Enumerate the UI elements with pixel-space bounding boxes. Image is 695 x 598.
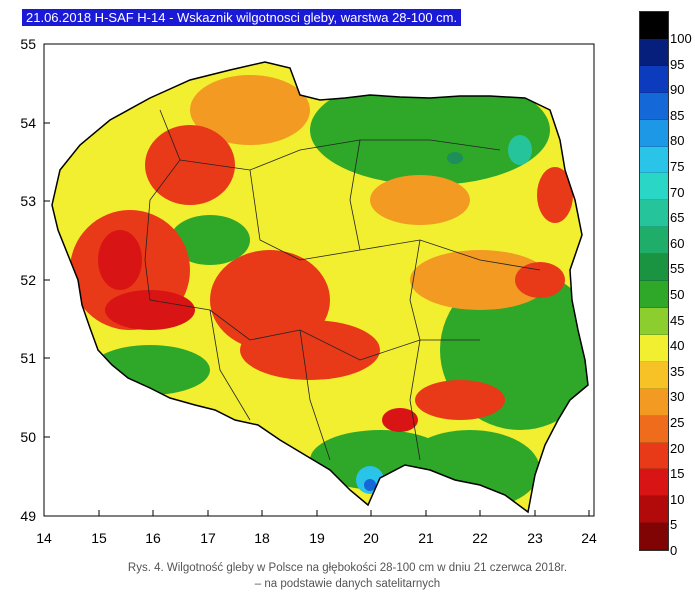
- legend-swatch: [640, 12, 668, 39]
- lon-label: 14: [36, 530, 52, 546]
- lon-label: 23: [527, 530, 543, 546]
- legend-label: 70: [670, 184, 685, 200]
- legend-label: 50: [670, 287, 685, 302]
- legend-label: 100: [670, 31, 692, 46]
- lon-label: 20: [363, 530, 379, 546]
- color-scale-legend: [639, 11, 669, 551]
- soil-moisture-map: [43, 43, 595, 517]
- legend-swatch: [640, 38, 668, 66]
- country-border: [51, 61, 589, 514]
- legend-swatch: [640, 200, 668, 228]
- legend-swatch: [640, 254, 668, 282]
- legend-label: 90: [670, 82, 685, 98]
- lat-label: 54: [20, 115, 36, 131]
- legend-swatch: [640, 415, 668, 443]
- legend-label: 0: [670, 543, 678, 558]
- map-title: 21.06.2018 H-SAF H-14 - Wskaznik wilgotn…: [22, 9, 462, 26]
- legend-swatch: [640, 92, 668, 120]
- legend-label: 25: [670, 415, 685, 430]
- legend-label: 40: [670, 338, 685, 354]
- legend-swatch: [640, 361, 668, 389]
- legend-swatch: [640, 307, 668, 335]
- legend-swatch: [640, 334, 668, 362]
- axis-ticks: [43, 43, 590, 517]
- lat-label: 55: [20, 36, 36, 52]
- legend-label: 30: [670, 389, 685, 405]
- legend-label: 15: [670, 466, 685, 482]
- legend-label: 55: [670, 261, 685, 277]
- legend-label: 10: [670, 491, 685, 507]
- lat-label: 52: [20, 272, 36, 288]
- legend-swatch: [640, 281, 668, 308]
- lon-label: 15: [91, 530, 107, 546]
- lat-label: 51: [20, 350, 36, 366]
- lon-label: 18: [254, 530, 270, 546]
- legend-swatch: [640, 227, 668, 255]
- legend-swatch: [640, 119, 668, 147]
- lat-label: 53: [20, 193, 36, 209]
- legend-label: 65: [670, 210, 685, 226]
- legend-swatch: [640, 388, 668, 416]
- lat-label: 50: [20, 429, 36, 445]
- legend-swatch: [640, 523, 668, 551]
- legend-swatch: [640, 173, 668, 201]
- lat-label: 49: [20, 508, 36, 524]
- legend-label: 95: [670, 56, 685, 72]
- legend-swatch: [640, 146, 668, 174]
- lon-label: 17: [200, 530, 216, 546]
- lon-label: 16: [145, 530, 161, 546]
- legend-label: 20: [670, 440, 685, 456]
- legend-swatch: [640, 442, 668, 470]
- legend-label: 85: [670, 107, 685, 123]
- legend-label: 35: [670, 363, 685, 379]
- lon-label: 21: [418, 530, 434, 546]
- legend-label: 5: [670, 517, 678, 533]
- legend-label: 60: [670, 235, 685, 251]
- legend-swatch: [640, 65, 668, 93]
- lon-label: 19: [309, 530, 325, 546]
- lon-label: 24: [581, 530, 597, 546]
- region-borders: [144, 109, 541, 461]
- legend-swatch: [640, 469, 668, 497]
- lon-label: 22: [472, 530, 488, 546]
- legend-label: 75: [670, 159, 685, 174]
- figure-caption-line1: Rys. 4. Wilgotność gleby w Polsce na głę…: [127, 562, 568, 574]
- map-panel: 21.06.2018 H-SAF H-14 - Wskaznik wilgotn…: [20, 9, 692, 558]
- figure-caption-line2: – na podstawie danych satelitarnych: [254, 578, 441, 590]
- legend-label: 80: [670, 133, 685, 149]
- legend-label: 45: [670, 312, 685, 328]
- legend-swatch: [640, 496, 668, 524]
